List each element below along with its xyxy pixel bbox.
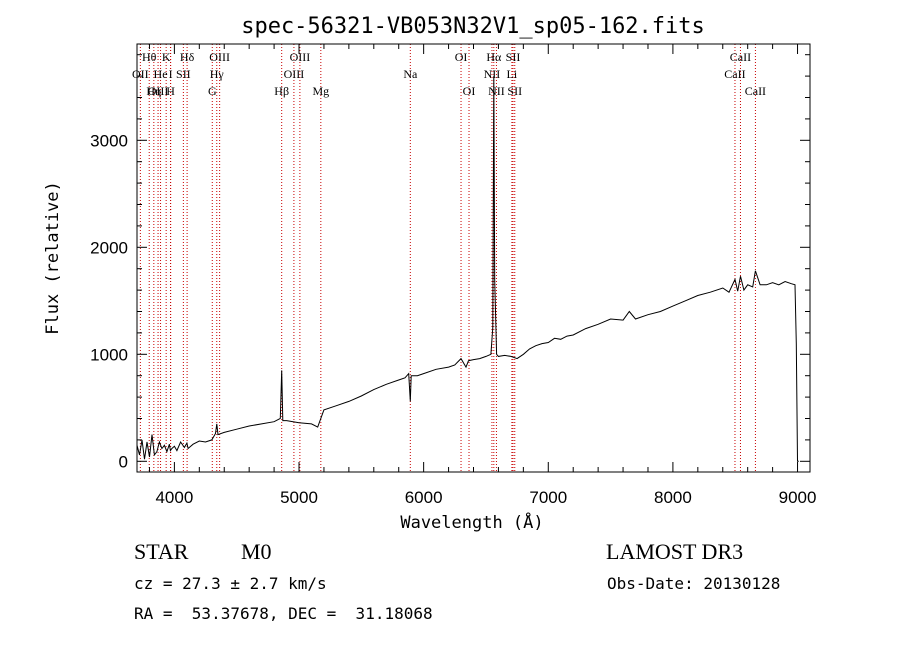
marker-label-10: OIII [209,50,230,64]
marker-label-14: OIII [284,67,305,81]
marker-label-19: OI [463,84,476,98]
x-axis-ticks: 4000 5000 6000 7000 8000 9000 [148,44,817,507]
marker-label-26: CaII [730,50,751,64]
marker-label-4: K [162,50,171,64]
y-tick-label-0: 0 [119,452,128,471]
marker-label-7: I [169,67,173,81]
y-tick-label-1: 1000 [90,345,128,364]
y-tick-label-2: 2000 [90,238,128,257]
x-tick-label-1: 5000 [280,488,318,507]
x-tick-label-4: 8000 [654,488,692,507]
x-axis-label: Wavelength (Å) [400,511,543,533]
marker-label-18: OI [455,50,468,64]
marker-label-2: OIII [148,84,169,98]
marker-label-5: Hη [146,84,161,98]
y-axis-label: Flux (relative) [43,181,63,335]
obs-date: Obs-Date: 20130128 [607,574,781,593]
y-tick-label-3: 3000 [90,131,128,150]
class-label: STAR [134,539,189,564]
spectrum-series-line [136,76,799,462]
marker-label-27: CaII [724,67,745,81]
marker-label-8: Hδ [180,50,195,64]
marker-label-9: SII [176,67,191,81]
line-markers [139,44,756,472]
x-tick-label-2: 6000 [405,488,443,507]
survey-label: LAMOST DR3 [606,539,744,564]
chart-title: spec-56321-VB053N32V1_sp05-162.fits [241,14,705,39]
y-axis-ticks: 0 1000 2000 3000 [90,54,810,471]
plot-frame [136,43,811,473]
marker-label-16: Mg [312,84,329,98]
marker-label-3: He [154,67,168,81]
marker-label-0: Hθ [142,50,157,64]
marker-label-21: NII [484,67,501,81]
marker-label-17: Na [403,67,418,81]
cz-value: cz = 27.3 ± 2.7 km/s [134,574,327,593]
x-tick-label-3: 7000 [529,488,567,507]
marker-label-6: H [166,84,175,98]
marker-label-22: NII [488,84,505,98]
marker-label-28: CaII [745,84,766,98]
line-marker-labels: Hθ OII OIII He K Hη HI Hδ SII OIII Hγ G OIII OIII Hβ Mg… [132,50,766,98]
marker-label-20: Hα [486,50,502,64]
marker-label-23: SII [506,50,521,64]
marker-label-15: Hβ [274,84,289,98]
subclass-label: M0 [241,539,272,564]
marker-label-1: OII [132,67,149,81]
x-tick-label-5: 9000 [779,488,817,507]
marker-label-13: OIII [290,50,311,64]
coordinates: RA = 53.37678, DEC = 31.18068 [134,604,433,623]
marker-label-11: Hγ [210,67,225,81]
marker-label-24: Li [507,67,518,81]
marker-label-25: SII [507,84,522,98]
marker-label-12: G [208,84,217,98]
x-tick-label-0: 4000 [155,488,193,507]
